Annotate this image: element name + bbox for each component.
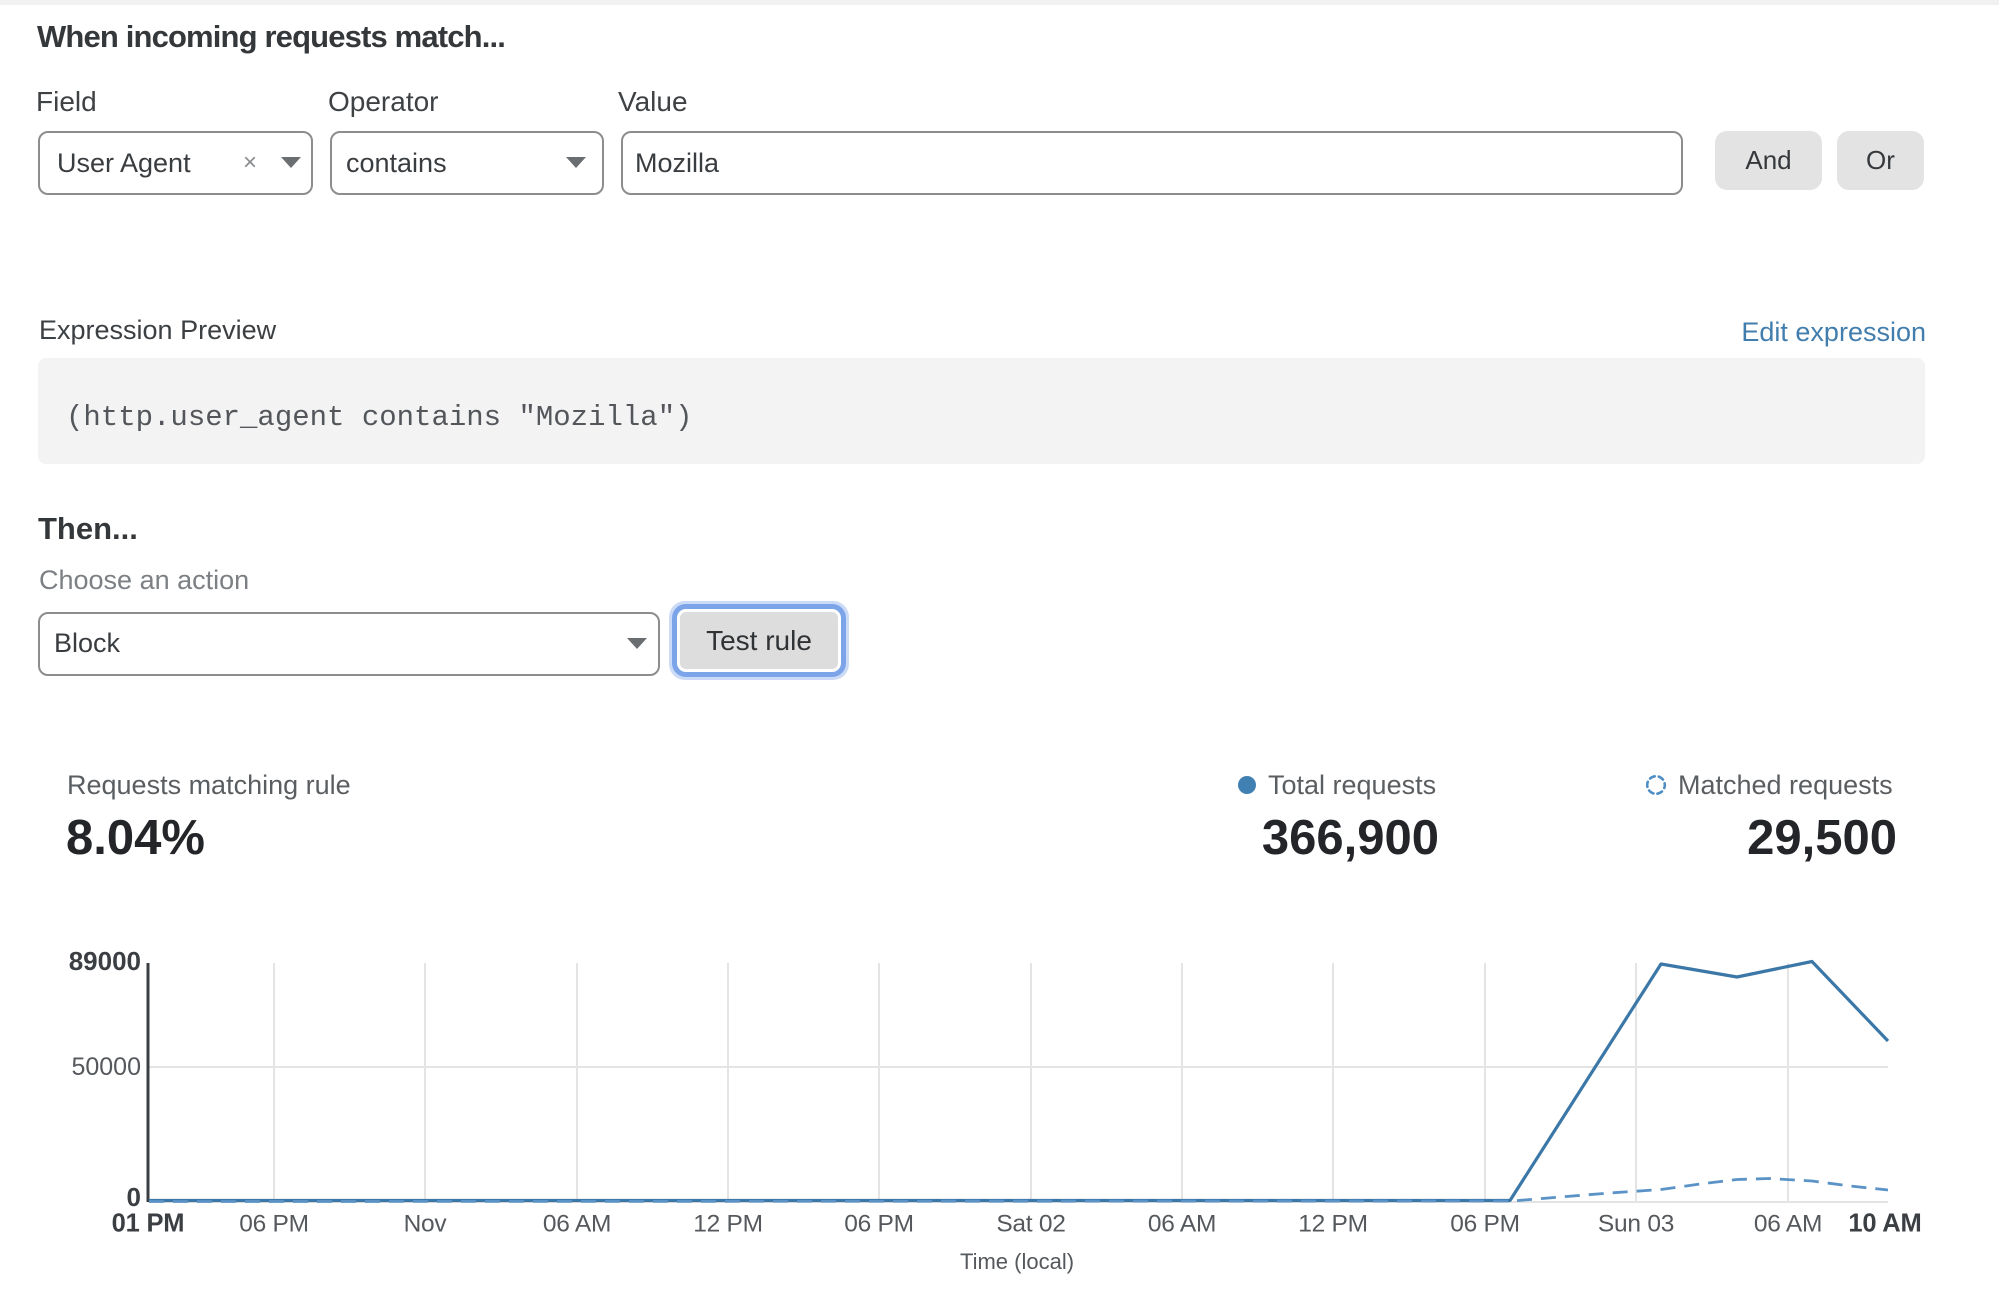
svg-text:10 AM: 10 AM bbox=[1848, 1210, 1921, 1238]
svg-text:06 PM: 06 PM bbox=[239, 1211, 309, 1238]
svg-text:06 AM: 06 AM bbox=[1754, 1211, 1822, 1238]
svg-text:Sun 03: Sun 03 bbox=[1598, 1211, 1674, 1238]
svg-text:01 PM: 01 PM bbox=[112, 1210, 185, 1238]
svg-text:Time (local): Time (local) bbox=[960, 1249, 1074, 1274]
svg-text:06 AM: 06 AM bbox=[1148, 1211, 1216, 1238]
svg-text:Nov: Nov bbox=[404, 1211, 448, 1238]
svg-text:Sat 02: Sat 02 bbox=[996, 1211, 1065, 1238]
svg-text:0: 0 bbox=[127, 1182, 141, 1212]
svg-text:06 AM: 06 AM bbox=[543, 1211, 611, 1238]
svg-text:12 PM: 12 PM bbox=[1298, 1211, 1368, 1238]
svg-text:06 PM: 06 PM bbox=[844, 1211, 914, 1238]
svg-text:12 PM: 12 PM bbox=[693, 1211, 763, 1238]
svg-text:89000: 89000 bbox=[69, 946, 141, 976]
svg-text:06 PM: 06 PM bbox=[1450, 1211, 1520, 1238]
svg-text:50000: 50000 bbox=[71, 1053, 141, 1081]
